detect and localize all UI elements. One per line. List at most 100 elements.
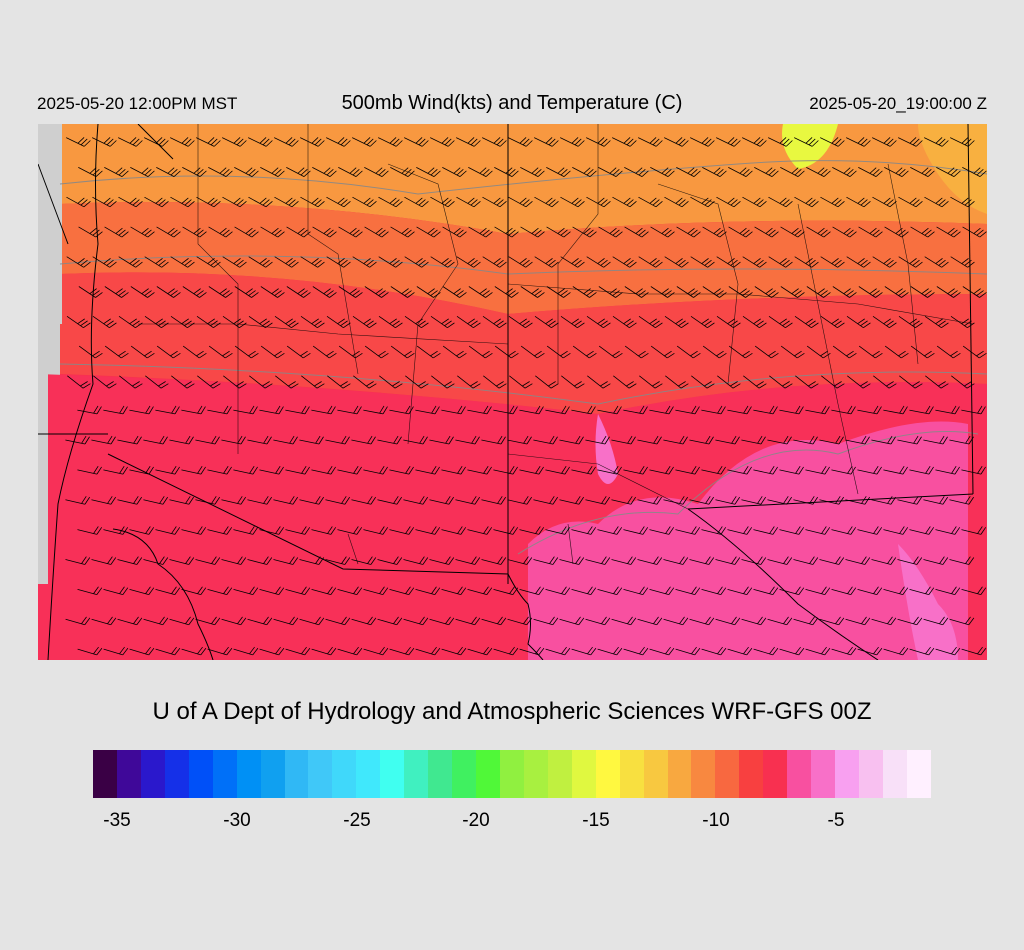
colorbar-swatch: [882, 750, 907, 798]
wind-barb: [415, 586, 441, 596]
wind-barb: [663, 496, 688, 505]
wind-barb: [430, 137, 455, 147]
wind-barb: [337, 586, 363, 596]
wind-barb: [326, 196, 351, 208]
wind-barb: [572, 167, 597, 177]
wind-barb: [962, 286, 987, 298]
wind-barb: [481, 496, 506, 505]
wind-barb: [129, 586, 155, 596]
wind-barb: [637, 496, 662, 505]
wind-barb: [597, 405, 622, 415]
wind-barb: [299, 435, 324, 445]
wind-barb: [91, 616, 117, 626]
colorbar-swatch: [523, 750, 548, 798]
wind-barb: [285, 465, 310, 475]
wind-barb: [741, 435, 766, 445]
wind-barb: [613, 375, 637, 389]
wind-barb: [415, 465, 440, 475]
wind-barb: [208, 226, 233, 238]
wind-barb: [623, 405, 648, 415]
wind-barb: [858, 286, 883, 298]
wind-barb: [390, 167, 415, 177]
wind-barb: [507, 496, 532, 505]
boundary-line: [137, 124, 174, 160]
wind-barb: [545, 646, 571, 656]
wind-barb: [442, 286, 467, 298]
wind-barb: [846, 137, 871, 147]
colorbar-swatch: [380, 750, 405, 798]
west-gray-edge: [38, 124, 62, 324]
wind-barb: [493, 405, 518, 415]
wind-barb: [962, 167, 987, 177]
wind-barb: [897, 556, 923, 565]
wind-barb: [559, 496, 584, 505]
wind-barb: [857, 465, 882, 475]
wind-barb: [935, 526, 961, 535]
wind-barb: [910, 286, 935, 298]
wind-barb: [312, 286, 337, 298]
wind-barb: [430, 315, 455, 329]
colorbar-swatch: [116, 750, 141, 798]
wind-barb: [638, 256, 663, 268]
wind-barb: [259, 586, 285, 596]
wind-barb: [675, 646, 701, 656]
wind-barb: [559, 616, 585, 626]
wind-barb: [623, 586, 649, 596]
wind-barb: [545, 586, 571, 596]
wind-barb: [300, 315, 325, 329]
wind-barb: [415, 526, 441, 535]
wind-barb: [234, 167, 259, 177]
wind-barb: [951, 375, 975, 389]
wind-barb: [378, 256, 403, 268]
map-title: 500mb Wind(kts) and Temperature (C): [341, 92, 683, 114]
wind-barb: [675, 465, 700, 475]
wind-barb: [883, 465, 908, 475]
wind-barb: [961, 465, 986, 475]
wind-barb: [468, 345, 493, 359]
wind-barb: [715, 435, 740, 445]
colorbar-tick-label: -25: [343, 810, 371, 831]
wind-barb: [170, 315, 195, 329]
wind-barb: [936, 286, 961, 298]
wind-barb: [312, 226, 337, 238]
wind-barb: [691, 375, 715, 389]
wind-barb: [221, 616, 247, 626]
wind-barb: [441, 526, 467, 535]
wind-barb: [742, 315, 767, 329]
wind-barb: [207, 646, 233, 656]
wind-barb: [182, 226, 207, 238]
wind-barb: [169, 496, 194, 505]
wind-barb: [78, 286, 103, 298]
colorbar-swatch: [715, 750, 740, 798]
wind-barb: [598, 226, 623, 238]
wind-barb: [274, 196, 299, 208]
wind-barb: [248, 315, 273, 329]
wind-barb: [571, 465, 596, 475]
wind-barb: [103, 526, 129, 535]
wind-barb: [534, 256, 559, 268]
wind-barb: [831, 465, 856, 475]
wind-barb: [66, 137, 91, 147]
wind-barb: [961, 586, 987, 596]
wind-barb: [872, 315, 897, 329]
wind-barb: [455, 616, 481, 626]
wind-barb: [222, 137, 247, 147]
wind-barb: [404, 196, 429, 208]
colorbar-swatch: [906, 750, 931, 798]
wind-barb: [779, 405, 804, 415]
wind-barb: [702, 345, 727, 359]
colorbar-swatch: [763, 750, 788, 798]
wind-barb: [259, 526, 285, 535]
wind-barb: [353, 375, 377, 389]
wind-barb: [689, 616, 715, 626]
wind-barb: [456, 315, 481, 329]
wind-barb: [649, 465, 674, 475]
wind-barb: [857, 405, 882, 415]
wind-barb: [871, 616, 897, 626]
wind-barb: [508, 137, 533, 147]
wind-barb: [455, 435, 480, 445]
wind-barb: [909, 646, 935, 656]
wind-barb: [924, 315, 949, 329]
wind-barb: [129, 465, 154, 475]
wind-barb: [508, 315, 533, 329]
